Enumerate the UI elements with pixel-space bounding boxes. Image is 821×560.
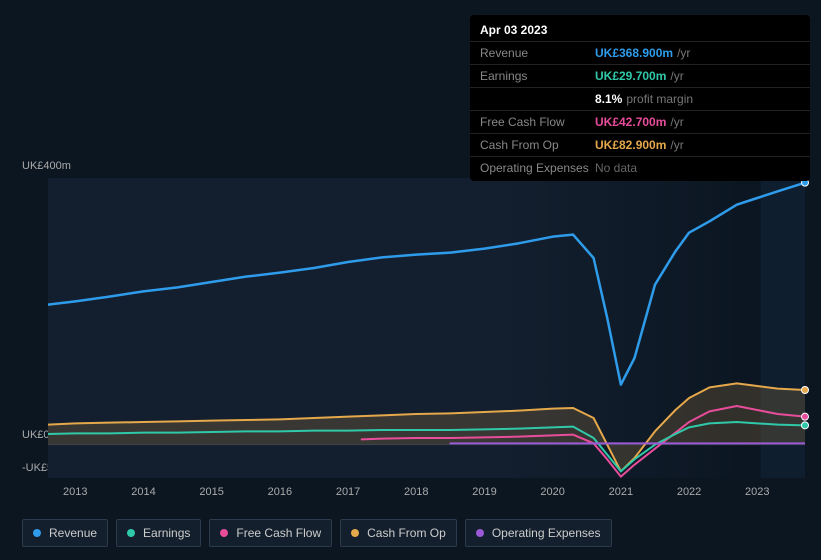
- legend-dot-icon: [220, 529, 228, 537]
- tooltip-row-label: Revenue: [480, 46, 595, 60]
- legend-label: Earnings: [143, 526, 190, 540]
- tooltip-row: EarningsUK£29.700m/yr: [470, 64, 810, 87]
- legend-item-earnings[interactable]: Earnings: [116, 519, 201, 547]
- tooltip-row-value: No data: [595, 161, 637, 175]
- x-axis-label: 2021: [609, 486, 633, 498]
- tooltip-date: Apr 03 2023: [470, 17, 810, 41]
- legend-item-cash-from-op[interactable]: Cash From Op: [340, 519, 457, 547]
- x-axis-label: 2015: [199, 486, 223, 498]
- legend-item-free-cash-flow[interactable]: Free Cash Flow: [209, 519, 332, 547]
- x-axis-label: 2019: [472, 486, 496, 498]
- x-axis-label: 2016: [268, 486, 292, 498]
- tooltip-row-value: UK£29.700m/yr: [595, 69, 684, 83]
- legend-item-revenue[interactable]: Revenue: [22, 519, 108, 547]
- x-axis-label: 2022: [677, 486, 701, 498]
- tooltip-row-label: Free Cash Flow: [480, 115, 595, 129]
- legend-label: Cash From Op: [367, 526, 446, 540]
- legend-dot-icon: [351, 529, 359, 537]
- legend-dot-icon: [33, 529, 41, 537]
- tooltip-row: Cash From OpUK£82.900m/yr: [470, 133, 810, 156]
- tooltip-row-label: Operating Expenses: [480, 161, 595, 175]
- legend-label: Operating Expenses: [492, 526, 601, 540]
- x-axis-label: 2017: [336, 486, 360, 498]
- tooltip-row-value: UK£42.700m/yr: [595, 115, 684, 129]
- legend-item-operating-expenses[interactable]: Operating Expenses: [465, 519, 612, 547]
- tooltip-row-label: Earnings: [480, 69, 595, 83]
- x-axis-label: 2013: [63, 486, 87, 498]
- legend-label: Free Cash Flow: [236, 526, 321, 540]
- tooltip-row: RevenueUK£368.900m/yr: [470, 41, 810, 64]
- x-axis-label: 2023: [745, 486, 769, 498]
- tooltip-row: Operating ExpensesNo data: [470, 156, 810, 179]
- x-axis-label: 2020: [540, 486, 564, 498]
- tooltip-row-label: [480, 92, 595, 106]
- tooltip-row: Free Cash FlowUK£42.700m/yr: [470, 110, 810, 133]
- tooltip-row-value: UK£368.900m/yr: [595, 46, 690, 60]
- tooltip-row: 8.1%profit margin: [470, 87, 810, 110]
- tooltip-row-label: Cash From Op: [480, 138, 595, 152]
- x-axis-label: 2018: [404, 486, 428, 498]
- legend-label: Revenue: [49, 526, 97, 540]
- tooltip-row-value: UK£82.900m/yr: [595, 138, 684, 152]
- chart-legend: Revenue Earnings Free Cash Flow Cash From O…: [22, 519, 612, 547]
- chart-tooltip: Apr 03 2023 RevenueUK£368.900m/yrEarning…: [470, 15, 810, 181]
- x-axis-label: 2014: [131, 486, 155, 498]
- tooltip-row-value: 8.1%profit margin: [595, 92, 693, 106]
- legend-dot-icon: [127, 529, 135, 537]
- legend-dot-icon: [476, 529, 484, 537]
